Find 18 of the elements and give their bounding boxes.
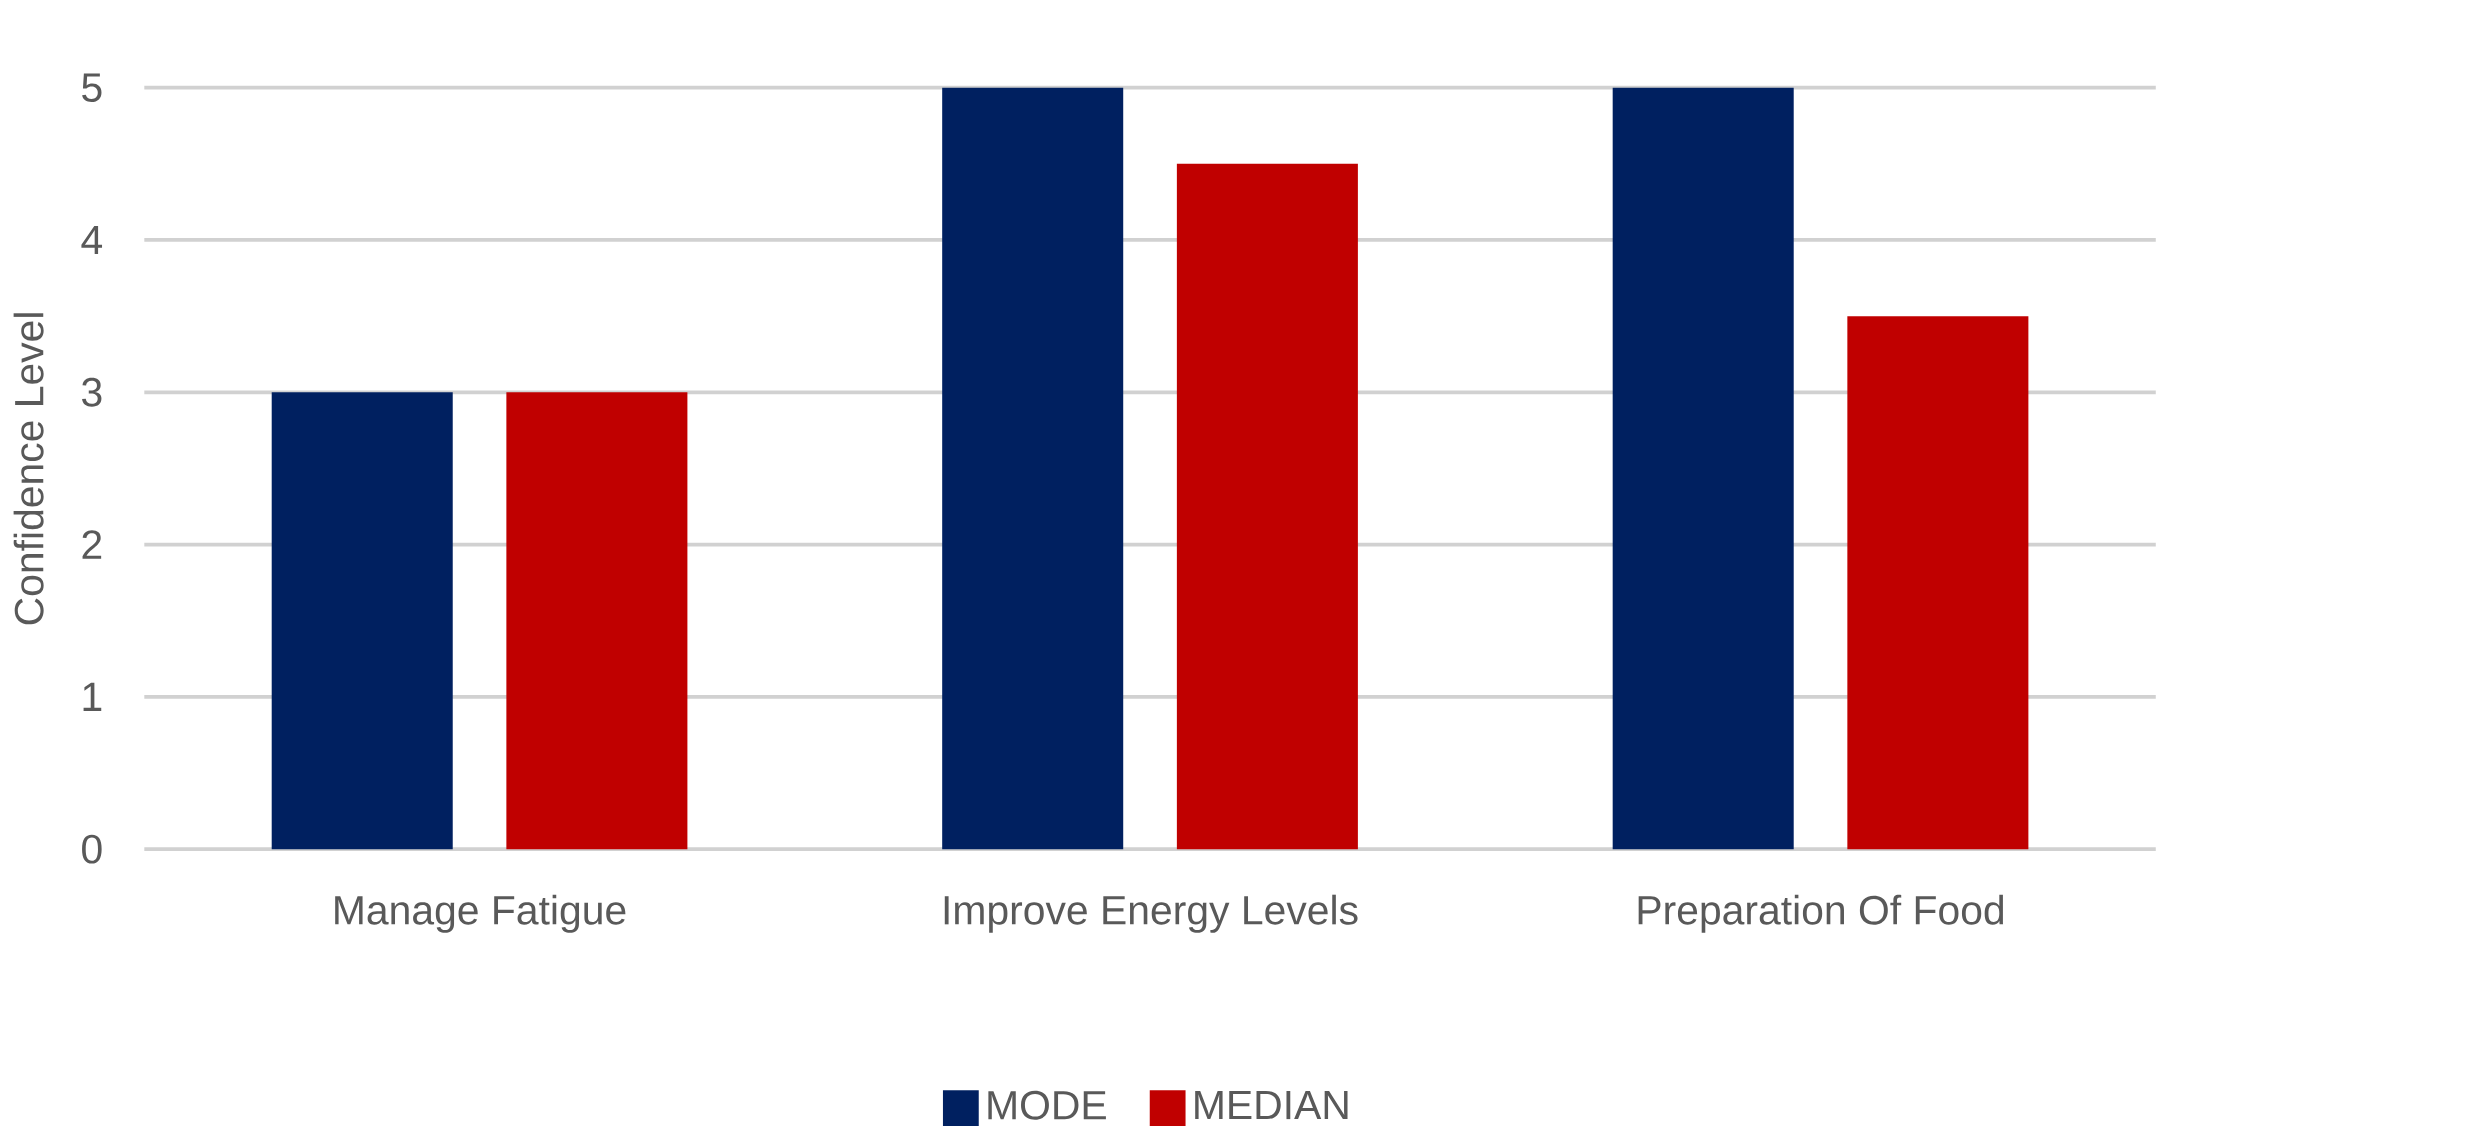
y-tick-label: 3 bbox=[82, 377, 102, 407]
legend-label: MEDIAN bbox=[1195, 1090, 1348, 1120]
x-tick-label: Improve Energy Levels bbox=[944, 894, 1358, 933]
y-axis-title: Confidence Level bbox=[13, 313, 44, 625]
x-tick-label: Manage Fatigue bbox=[335, 894, 626, 933]
x-tick-label: Preparation Of Food bbox=[1638, 894, 2004, 933]
y-tick-label: 0 bbox=[82, 834, 102, 864]
y-tick-label: 4 bbox=[81, 225, 103, 255]
bar bbox=[1612, 87, 1794, 850]
y-tick-label: 1 bbox=[83, 682, 102, 711]
bar bbox=[1847, 316, 2029, 850]
bar bbox=[942, 87, 1124, 850]
legend-label: MODE bbox=[988, 1090, 1106, 1120]
y-tick-label: 2 bbox=[82, 530, 102, 559]
bar bbox=[1176, 163, 1358, 850]
y-tick-label: 5 bbox=[82, 73, 102, 102]
bar bbox=[271, 392, 453, 850]
bar bbox=[506, 392, 688, 850]
